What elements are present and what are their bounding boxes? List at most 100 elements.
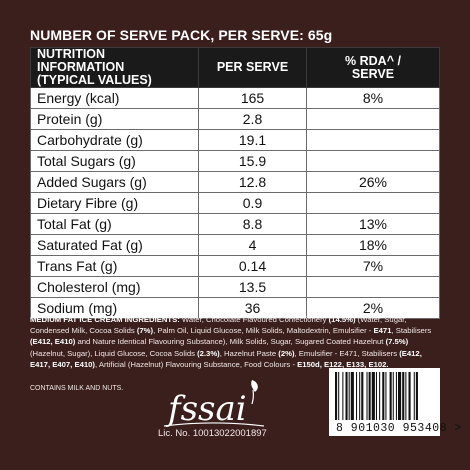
barcode-bar <box>398 372 402 420</box>
rda-cell: 8% <box>306 87 440 109</box>
table-row: Total Fat (g) 8.8 13% <box>30 213 440 235</box>
nutrition-table: NUTRITION INFORMATION (TYPICAL VALUES) P… <box>30 47 440 319</box>
header-line: (TYPICAL VALUES) <box>37 73 152 87</box>
barcode-bar <box>389 372 392 420</box>
ingredient-segment: , Artificial (Hazelnut) Flavouring Subst… <box>94 359 298 369</box>
ingredient-segment: , Hazelnut Paste <box>219 348 279 358</box>
rda-cell: 18% <box>306 234 440 256</box>
ingredient-segment: and Nature Identical Flavouring Substanc… <box>75 337 386 347</box>
barcode-bar <box>348 372 350 420</box>
fssai-leaf-logo: fssai <box>163 380 265 429</box>
per-serve-cell: 2.8 <box>198 108 307 130</box>
per-serve-cell: 0.9 <box>198 192 307 214</box>
ingredient-segment: , Stabilisers <box>391 326 432 336</box>
table-row: Cholesterol (mg) 13.5 <box>30 276 440 298</box>
rda-cell: 2% <box>306 297 440 319</box>
per-serve-cell: 8.8 <box>198 213 307 235</box>
header-line: SERVE <box>351 66 395 81</box>
ingredient-segment: (7%) <box>136 326 154 336</box>
barcode-bar <box>415 372 418 420</box>
per-serve-cell: 12.8 <box>198 171 307 193</box>
nutrient-cell: Sodium (mg) <box>30 297 199 319</box>
leaf-icon <box>251 380 258 392</box>
nutrient-cell: Carbohydrate (g) <box>30 129 199 151</box>
ingredients-text: MEDIUM FAT ICE CREAM INGREDIENTS: Water,… <box>30 314 442 370</box>
serve-pack-heading: NUMBER OF SERVE PACK, PER SERVE: 65g <box>30 27 333 43</box>
nutrient-cell: Dietary Fibre (g) <box>30 192 199 214</box>
nutrient-cell: Saturated Fat (g) <box>30 234 199 256</box>
barcode-bar <box>382 372 385 420</box>
ingredient-segment: E471 <box>373 326 392 336</box>
rda-cell <box>306 129 440 151</box>
header-per-serve: PER SERVE <box>198 47 307 88</box>
barcode-bar <box>385 372 387 420</box>
barcode-bar <box>342 372 344 420</box>
ingredient-segment: , Palm Oil, Liquid Glucose, Milk Solids,… <box>153 326 374 336</box>
barcode <box>329 368 440 436</box>
ingredient-segment: , Emulsifier - E471, Stabilisers <box>294 348 400 358</box>
ingredient-segment: Water, Chocolate Flavoured Confectionery <box>179 315 329 324</box>
barcode-bar <box>408 372 411 420</box>
fssai-wordmark: fssai <box>165 389 247 429</box>
barcode-digits: 8 901030 953408 > <box>336 422 462 435</box>
table-row: Dietary Fibre (g) 0.9 <box>30 192 440 214</box>
header-line: PER SERVE <box>216 60 289 74</box>
barcode-bar <box>335 372 338 420</box>
nutrient-cell: Total Sugars (g) <box>30 150 199 172</box>
ingredient-segment: (Hazelnut, Sugar), Liquid Glucose, Cocoa… <box>30 348 198 358</box>
logo-swoosh <box>163 422 265 427</box>
barcode-bar <box>368 372 371 420</box>
header-rda: % RDA^ / SERVE <box>306 47 440 88</box>
header-line: % RDA^ / <box>345 53 401 68</box>
allergen-statement: CONTAINS MILK AND NUTS. <box>30 385 124 392</box>
rda-cell <box>306 192 440 214</box>
nutrient-cell: Protein (g) <box>30 108 199 130</box>
ingredient-segment: MEDIUM FAT ICE CREAM INGREDIENTS: <box>30 315 180 324</box>
table-row: Carbohydrate (g) 19.1 <box>30 129 440 151</box>
barcode-bars <box>335 372 418 420</box>
ingredient-segment: (2.3%) <box>197 348 220 358</box>
barcode-bar <box>350 372 354 420</box>
per-serve-cell: 13.5 <box>198 276 307 298</box>
barcode-bar <box>345 372 348 420</box>
header-nutrition-information: NUTRITION INFORMATION (TYPICAL VALUES) <box>30 47 199 88</box>
ingredient-segment: E150d, E122, E133, E102. <box>297 359 389 369</box>
rda-cell <box>306 150 440 172</box>
ingredient-segment: (Water, Sugar, Condensed Milk, Cocoa Sol… <box>30 315 407 336</box>
barcode-bar <box>392 372 394 420</box>
nutrient-cell: Trans Fat (g) <box>30 255 199 277</box>
barcode-bar <box>356 372 358 420</box>
per-serve-cell: 19.1 <box>198 129 307 151</box>
ingredient-segment: (2%) <box>278 348 295 358</box>
ingredient-segment: (E412, E417, E407, E410) <box>30 348 422 369</box>
header-line: NUTRITION INFORMATION <box>37 47 125 74</box>
ingredient-segment: (E412, E410) <box>30 337 76 347</box>
table-row: Protein (g) 2.8 <box>30 108 440 130</box>
rda-cell: 7% <box>306 255 440 277</box>
per-serve-cell: 4 <box>198 234 307 256</box>
license-number: Lic. No. 10013022001897 <box>158 428 267 439</box>
barcode-bar <box>379 372 381 420</box>
barcode-bar <box>338 372 340 420</box>
ingredient-segment: (14.5%) <box>328 315 356 324</box>
per-serve-cell: 165 <box>198 87 307 109</box>
per-serve-cell: 15.9 <box>198 150 307 172</box>
barcode-bar <box>413 372 415 420</box>
per-serve-cell: 0.14 <box>198 255 307 277</box>
nutrient-cell: Energy (kcal) <box>30 87 199 109</box>
rda-cell <box>306 276 440 298</box>
table-row: Trans Fat (g) 0.14 7% <box>30 255 440 277</box>
barcode-bar <box>366 372 368 420</box>
barcode-bar <box>361 372 364 420</box>
table-row: Total Sugars (g) 15.9 <box>30 150 440 172</box>
rda-cell: 26% <box>306 171 440 193</box>
nutrient-cell: Cholesterol (mg) <box>30 276 199 298</box>
barcode-bar <box>402 372 405 420</box>
rda-cell: 13% <box>306 213 440 235</box>
table-header-row: NUTRITION INFORMATION (TYPICAL VALUES) P… <box>30 47 440 88</box>
ingredient-segment: (7.5%) <box>385 337 409 347</box>
table-row: Saturated Fat (g) 4 18% <box>30 234 440 256</box>
table-row: Added Sugars (g) 12.8 26% <box>30 171 440 193</box>
per-serve-cell: 36 <box>198 297 307 319</box>
barcode-bar <box>359 372 361 420</box>
